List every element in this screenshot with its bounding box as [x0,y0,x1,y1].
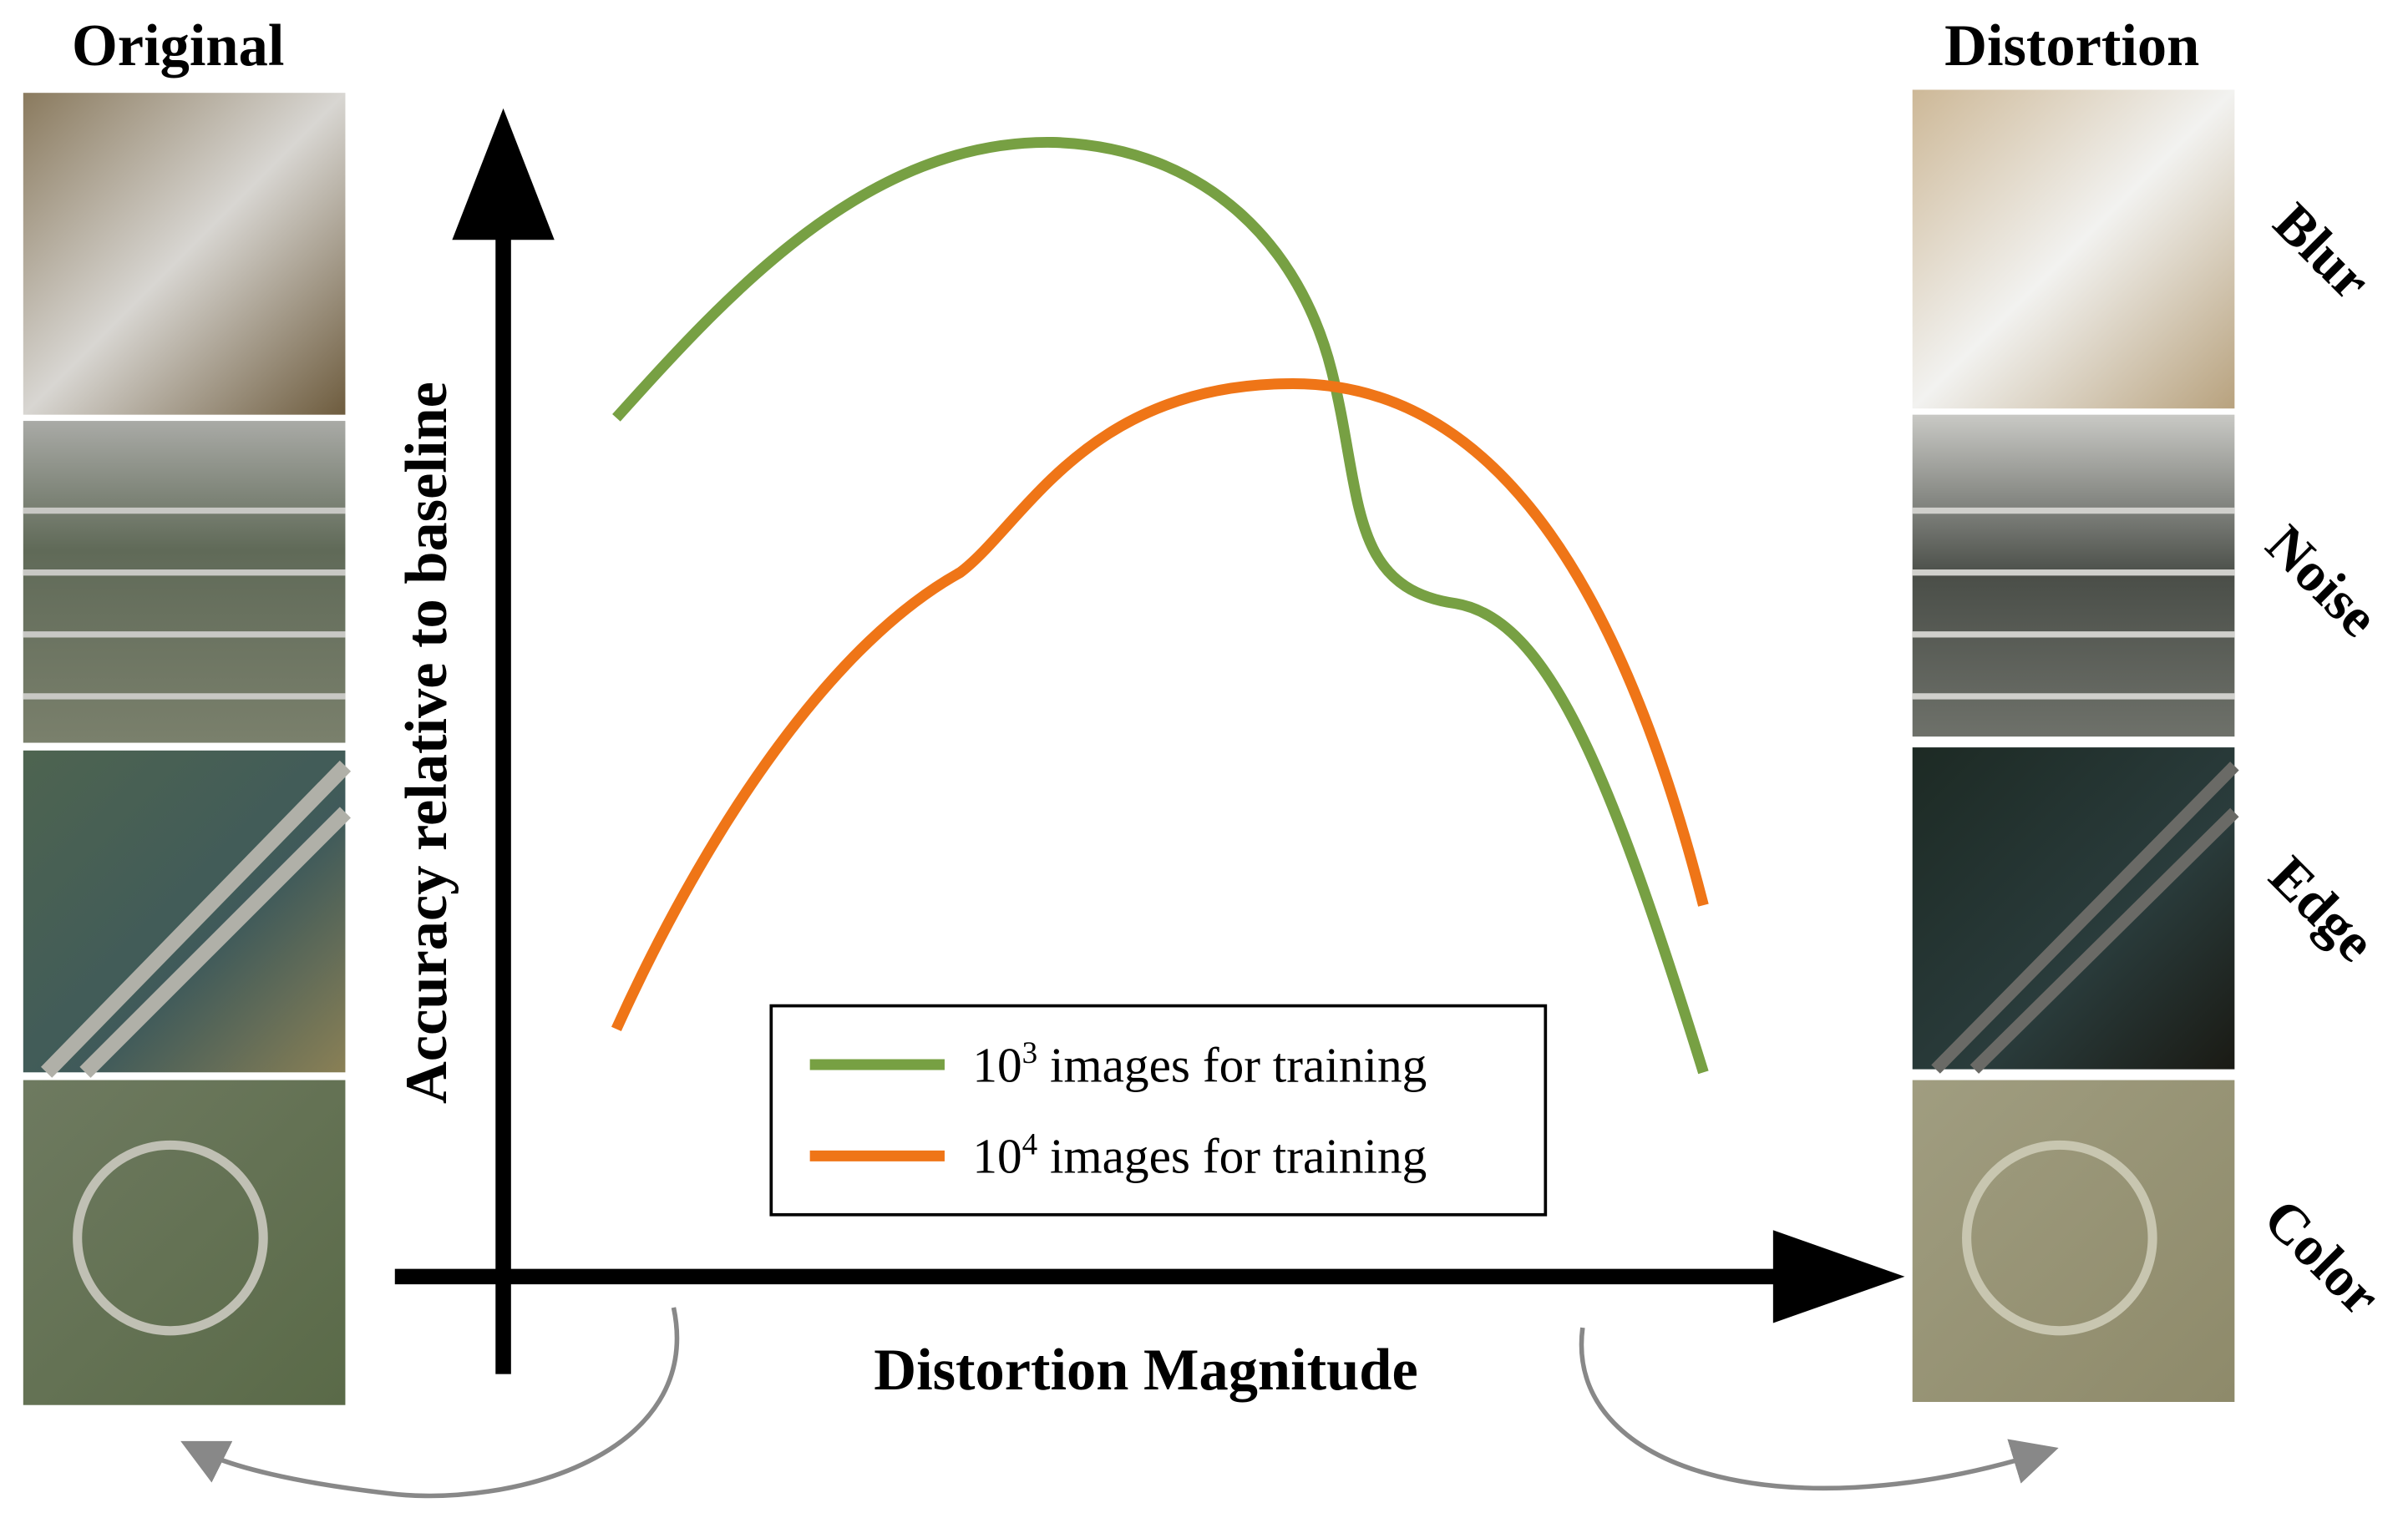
legend-exponent: 3 [1022,1036,1038,1070]
legend-label: 104 images for training [972,1128,1427,1184]
original-images [23,93,352,1405]
distortion-label: Edge [2258,845,2386,974]
image-mountain [23,93,346,415]
x-arrow [1772,1230,1905,1323]
orange-curve [611,378,1709,1032]
image-edge [1912,747,2235,1070]
distortion-title: Distortion [1944,13,2199,78]
image-detail [23,507,346,700]
image-blur [1912,89,2235,409]
image-detail [1962,1140,2157,1336]
y-arrow [452,108,555,240]
y-axis-label: Accuracy relative to baseline [394,382,459,1104]
original-title: Original [72,13,284,78]
image-detail [1931,762,2239,1074]
legend-exponent: 4 [1022,1128,1038,1162]
distortion-labels: Blur Noise Edge Color [2252,192,2391,1328]
axes [394,108,1905,1374]
return-arrow [180,1307,680,1499]
legend-label: 103 images for training [972,1036,1427,1092]
image-detail [1912,507,2235,700]
legend-box [769,1004,1548,1217]
x-axis-label: Distortion Magnitude [874,1338,1418,1403]
image-bridge [23,750,346,1073]
distortion-images [1912,89,2239,1403]
distortion-label: Blur [2262,192,2381,311]
legend-text: images for training [1050,1129,1427,1184]
legend-text: images for training [1050,1037,1427,1092]
image-detail [73,1140,268,1336]
distortion-label: Noise [2254,514,2390,649]
green-curve [612,136,1709,1075]
image-detail [40,760,352,1078]
image-interchange [23,1080,346,1405]
image-airport [23,421,346,743]
legend-base: 10 [972,1129,1021,1184]
legend-base: 10 [972,1037,1021,1092]
distortion-label: Color [2252,1188,2391,1328]
image-color [1912,1080,2235,1403]
apply-arrow [1579,1327,2059,1491]
